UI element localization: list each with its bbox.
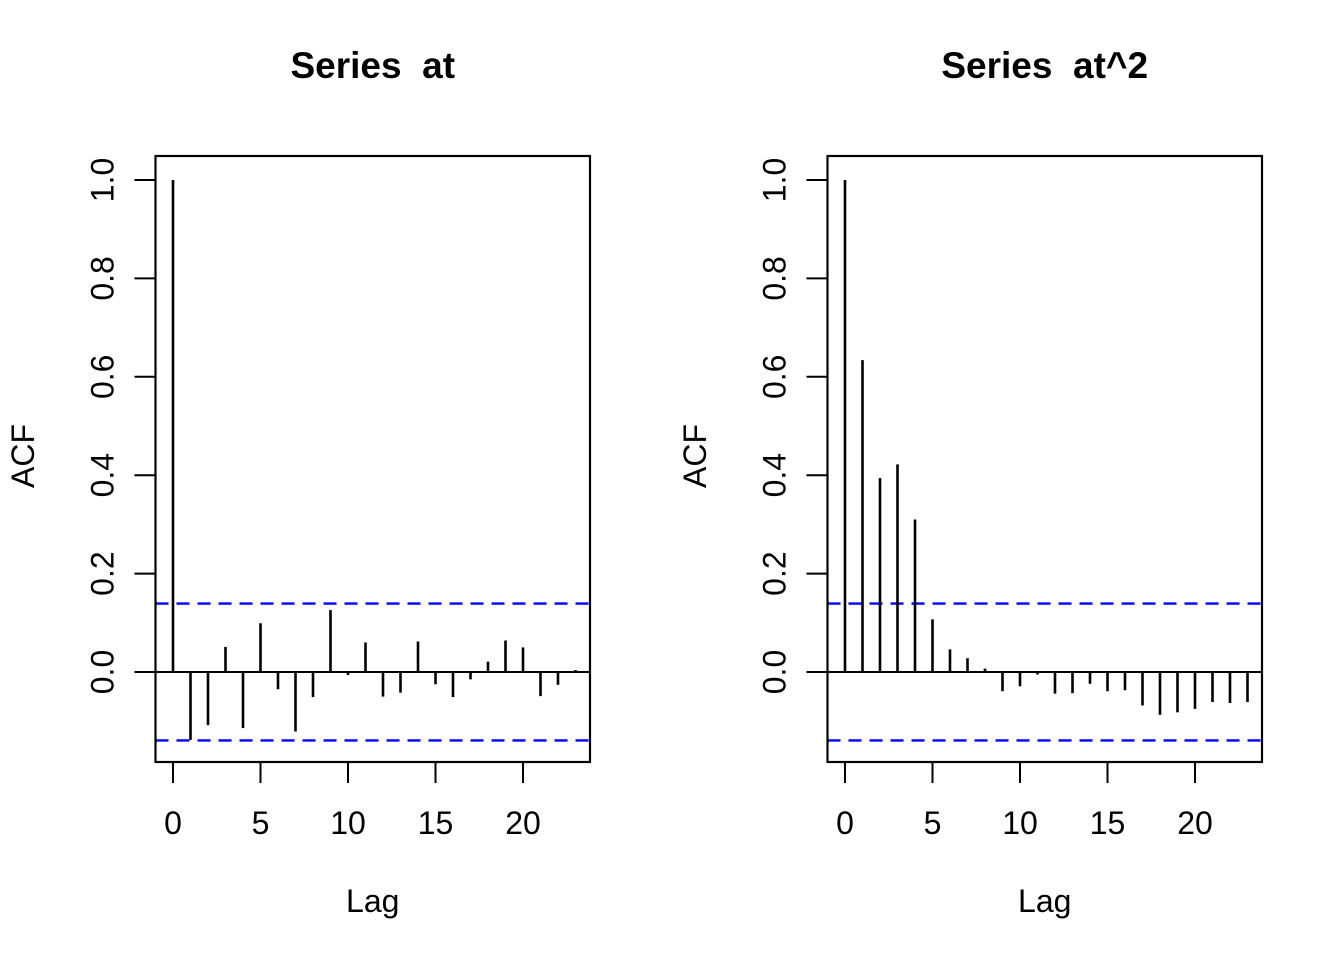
y-tick-label: 0.8 bbox=[85, 256, 121, 300]
x-tick-label: 5 bbox=[252, 805, 270, 841]
acf-panel-series-at: Series at Lag ACF 0 5 10 15 20 0.0 0.2 0.4 0.6 0.… bbox=[5, 45, 592, 919]
y-tick-label: 0.0 bbox=[757, 650, 793, 694]
y-tick-label: 1.0 bbox=[757, 158, 793, 202]
x-tick-label: 10 bbox=[1002, 805, 1038, 841]
plot-area: 0 5 10 15 20 0.0 0.2 0.4 0.6 0.8 1.0 bbox=[757, 154, 1264, 841]
y-tick-label: 0.6 bbox=[757, 355, 793, 399]
x-tick-label: 15 bbox=[418, 805, 454, 841]
x-axis-title: Lag bbox=[346, 883, 399, 919]
y-tick-label: 0.4 bbox=[85, 453, 121, 497]
plot-area: 0 5 10 15 20 0.0 0.2 0.4 0.6 0.8 1.0 bbox=[85, 154, 592, 841]
panel-title: Series at bbox=[290, 45, 455, 86]
x-tick-label: 20 bbox=[1177, 805, 1213, 841]
x-tick-label: 15 bbox=[1090, 805, 1126, 841]
y-tick-label: 0.6 bbox=[85, 355, 121, 399]
panel-title: Series at^2 bbox=[941, 45, 1148, 86]
x-tick-label: 0 bbox=[836, 805, 854, 841]
y-tick-label: 0.2 bbox=[757, 551, 793, 595]
x-axis-title: Lag bbox=[1018, 883, 1071, 919]
acf-panel-series-at-squared: Series at^2 Lag ACF 0 5 10 15 20 0.0 0.2 0.4 0.6… bbox=[677, 45, 1264, 919]
x-tick-label: 20 bbox=[505, 805, 541, 841]
y-tick-label: 1.0 bbox=[85, 158, 121, 202]
y-axis-title: ACF bbox=[677, 424, 713, 488]
y-tick-label: 0.8 bbox=[757, 256, 793, 300]
y-tick-label: 0.0 bbox=[85, 650, 121, 694]
x-tick-label: 5 bbox=[924, 805, 942, 841]
plot-box bbox=[154, 154, 592, 764]
y-tick-label: 0.2 bbox=[85, 551, 121, 595]
plot-box bbox=[826, 154, 1264, 764]
x-tick-label: 10 bbox=[330, 805, 366, 841]
x-tick-label: 0 bbox=[164, 805, 182, 841]
y-axis-title: ACF bbox=[5, 424, 41, 488]
y-tick-label: 0.4 bbox=[757, 453, 793, 497]
